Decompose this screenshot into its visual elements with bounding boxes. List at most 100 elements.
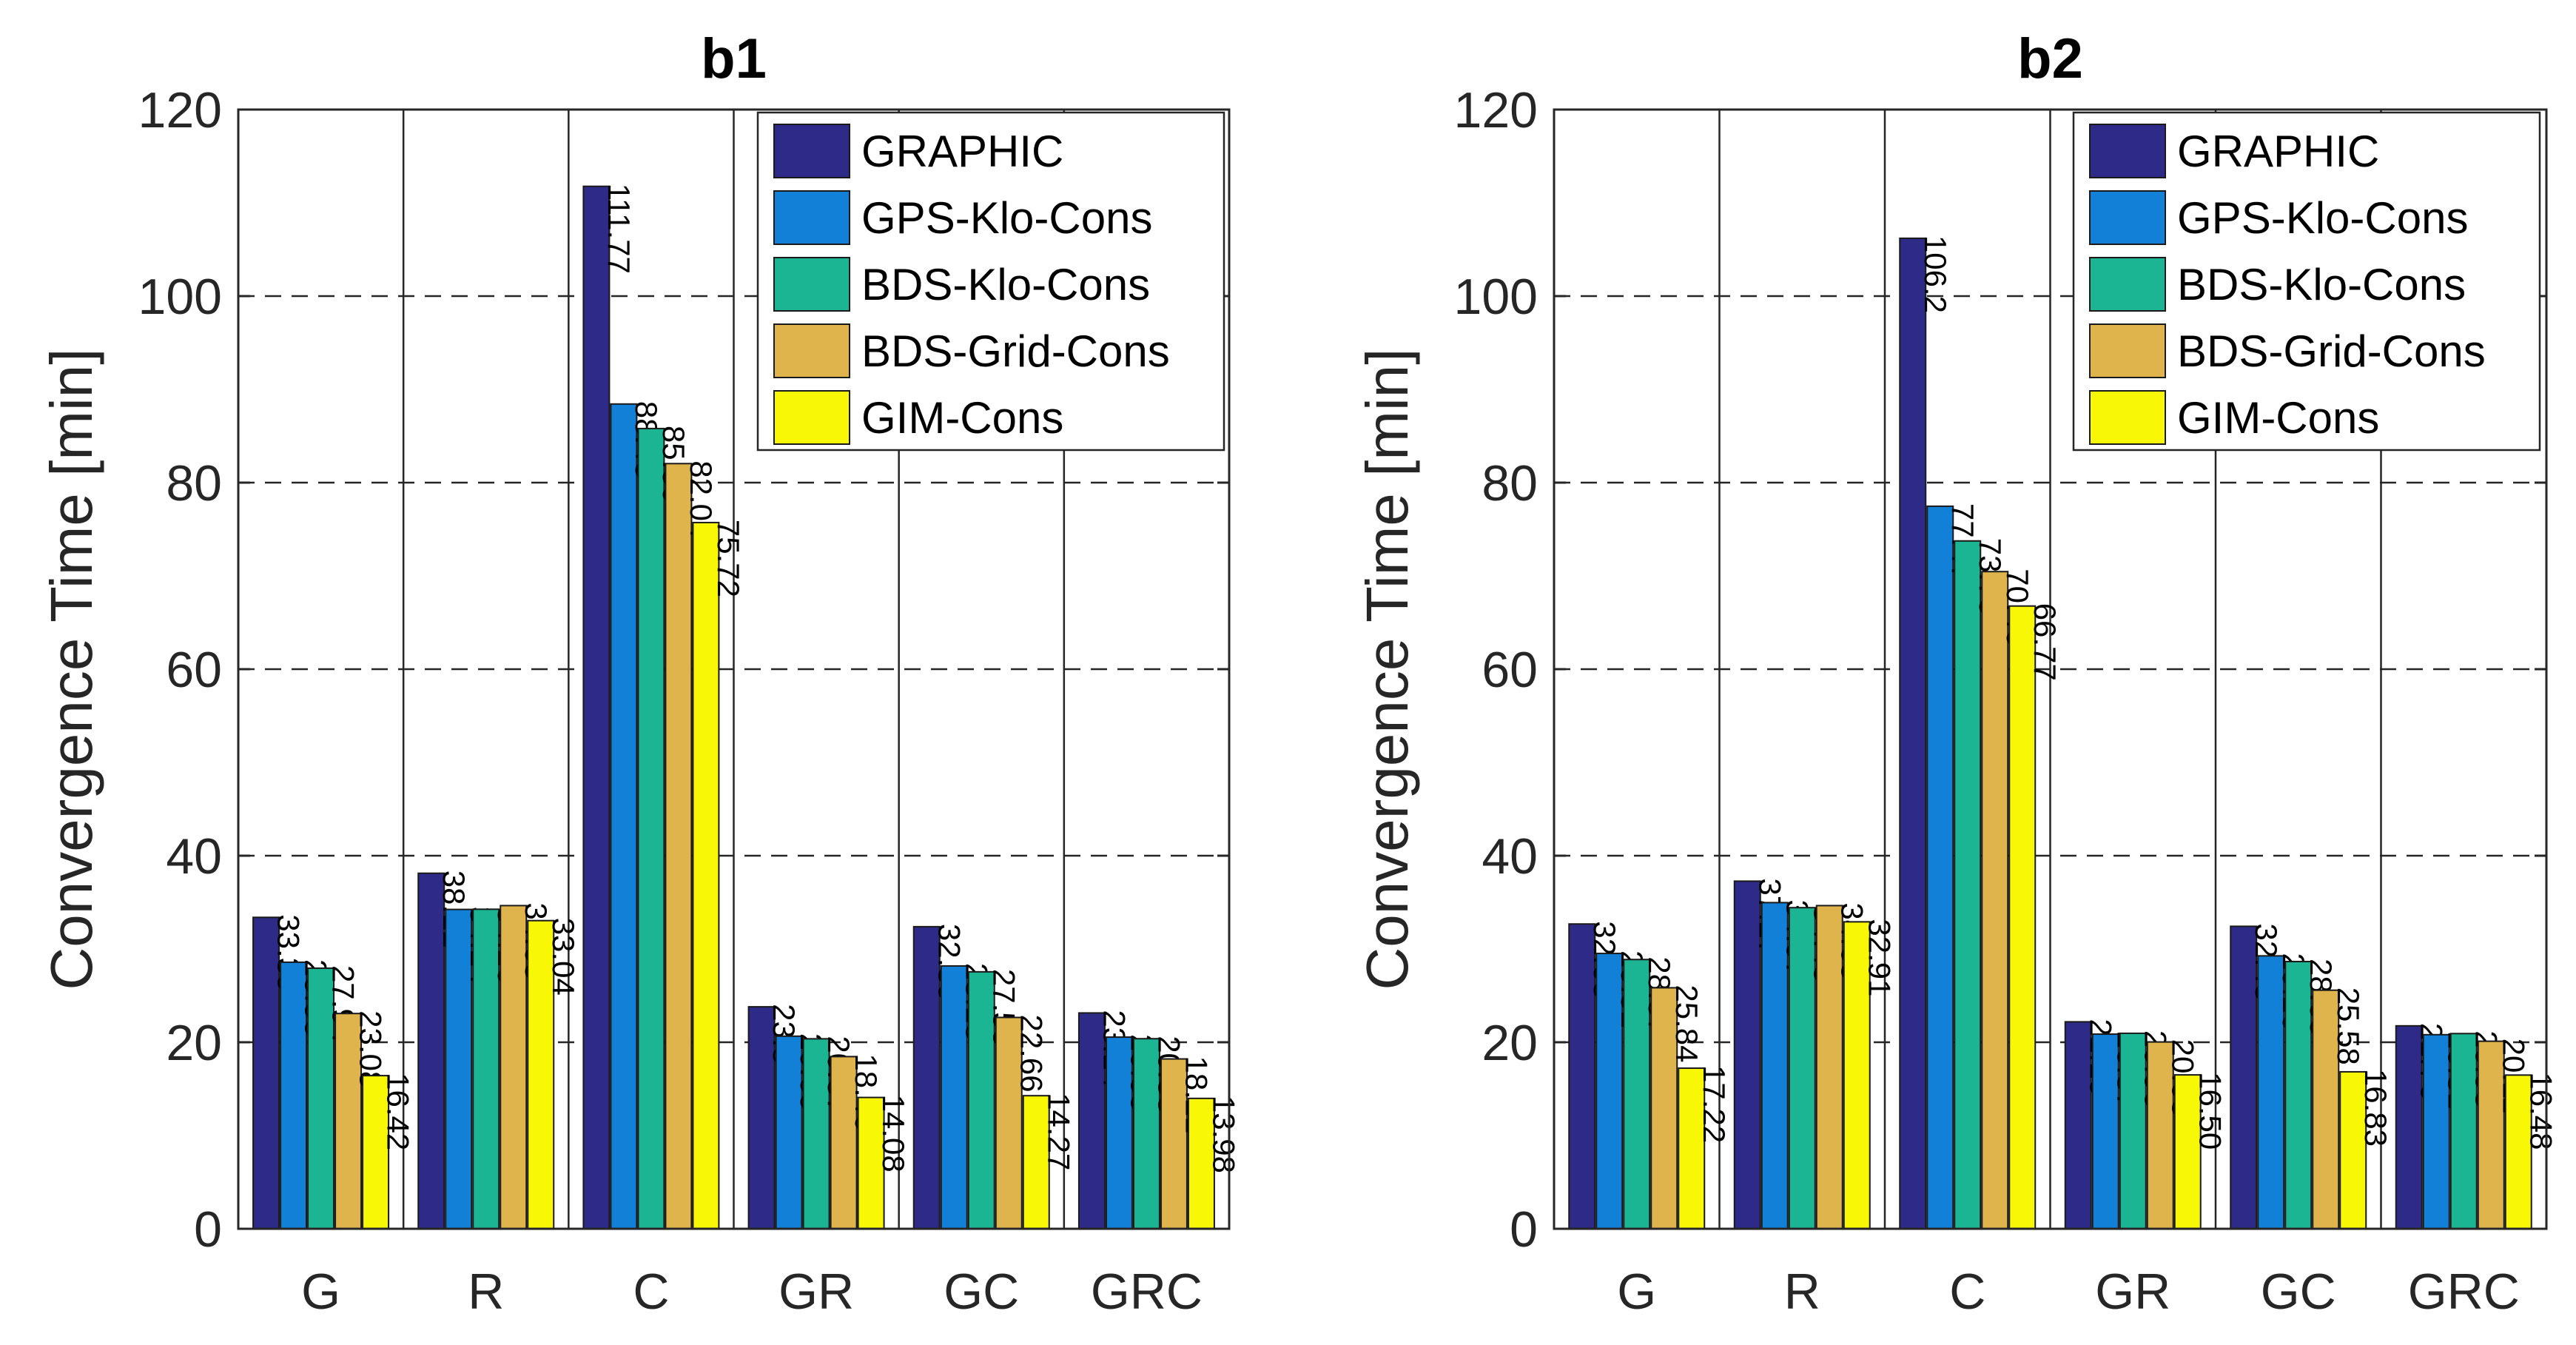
legend-swatch (2089, 390, 2166, 445)
bar (995, 1016, 1023, 1230)
data-label: 16.42 (381, 1073, 416, 1150)
x-tick-label: C (633, 1264, 669, 1320)
bar (1022, 1095, 1050, 1230)
bar (1954, 540, 1982, 1230)
y-tick-label: 80 (1482, 455, 1538, 511)
bar (2257, 955, 2285, 1230)
x-tick-label: GRC (2408, 1264, 2520, 1320)
bar (1733, 880, 1761, 1230)
legend-label: BDS-Klo-Cons (2177, 260, 2466, 309)
y-axis-label: Convergence Time [min] (1354, 348, 1420, 990)
x-tick-label: G (301, 1264, 340, 1320)
x-tick-label: GR (778, 1264, 854, 1320)
bar (334, 1013, 363, 1230)
bar (2422, 1033, 2450, 1230)
bar (1843, 921, 1871, 1230)
legend-swatch (2089, 190, 2166, 245)
x-tick-label: GRC (1091, 1264, 1203, 1320)
legend-label: GPS-Klo-Cons (861, 193, 1152, 243)
bar (692, 521, 720, 1230)
bar (1187, 1097, 1215, 1230)
legend-swatch (2089, 323, 2166, 378)
y-tick-label: 40 (1482, 828, 1538, 885)
bar (1899, 237, 1927, 1230)
bar (417, 872, 445, 1230)
x-tick-label: G (1617, 1264, 1656, 1320)
bar (1815, 905, 1843, 1230)
bar (2284, 961, 2313, 1230)
bar (1761, 902, 1789, 1230)
bar (2119, 1032, 2147, 1230)
legend-swatch (2089, 124, 2166, 178)
bar (2339, 1070, 2367, 1230)
bar (2091, 1033, 2119, 1230)
y-tick-label: 20 (166, 1015, 222, 1071)
bar (362, 1075, 390, 1230)
bar (307, 967, 335, 1230)
legend-label: GIM-Cons (861, 393, 1063, 443)
bar (1623, 959, 1651, 1230)
x-tick-label: R (1784, 1264, 1820, 1320)
bar (2173, 1074, 2202, 1230)
y-tick-label: 40 (166, 828, 222, 885)
data-label: 75.72 (711, 520, 746, 597)
data-label: 14.27 (1041, 1093, 1076, 1170)
y-tick-label: 120 (1454, 82, 1538, 138)
bar (2064, 1021, 2092, 1230)
legend-swatch (773, 190, 850, 245)
chart-panel-b2: b232.6829.5228.8725.8417.22G37.2734.9734… (1354, 27, 2558, 1320)
legend-swatch (773, 390, 850, 445)
data-label: 25.58 (2331, 987, 2366, 1065)
data-label: 33.04 (546, 918, 581, 996)
legend-label: BDS-Grid-Cons (861, 326, 1170, 376)
legend-swatch (773, 323, 850, 378)
bar (472, 908, 500, 1230)
y-tick-label: 100 (138, 269, 222, 325)
bar (2008, 605, 2037, 1230)
legend-label: GPS-Klo-Cons (2177, 193, 2468, 243)
bar (527, 919, 555, 1230)
legend-label: BDS-Klo-Cons (861, 260, 1150, 309)
legend-label: GRAPHIC (861, 127, 1063, 176)
bar (2449, 1033, 2478, 1230)
bar (2230, 925, 2258, 1230)
y-tick-label: 60 (1482, 642, 1538, 698)
x-tick-label: GC (944, 1264, 1019, 1320)
data-label: 16.50 (2193, 1072, 2227, 1150)
legend-label: BDS-Grid-Cons (2177, 326, 2486, 376)
y-tick-label: 0 (194, 1201, 222, 1258)
bar (610, 403, 638, 1230)
data-label: 22.66 (1014, 1014, 1049, 1092)
chart-title: b1 (701, 27, 767, 90)
legend-label: GRAPHIC (2177, 127, 2379, 176)
data-label: 25.84 (1669, 985, 1704, 1062)
bar (280, 961, 308, 1230)
legend-swatch (773, 257, 850, 312)
bar (802, 1038, 830, 1230)
bar (1926, 505, 1954, 1230)
y-tick-label: 100 (1454, 269, 1538, 325)
legend-swatch (773, 124, 850, 178)
bar (637, 427, 665, 1230)
bar (665, 463, 693, 1230)
bar (1981, 571, 2009, 1230)
bar (940, 965, 968, 1230)
y-tick-label: 80 (166, 455, 222, 511)
bar (2146, 1041, 2174, 1230)
y-tick-label: 0 (1510, 1201, 1538, 1258)
y-tick-label: 60 (166, 642, 222, 698)
legend-swatch (2089, 257, 2166, 312)
bar (1788, 907, 1816, 1230)
data-label: 106.2 (1918, 235, 1953, 313)
data-label: 13.98 (1206, 1096, 1241, 1173)
data-label: 14.08 (876, 1095, 911, 1173)
bar (857, 1096, 885, 1230)
bar (2312, 989, 2340, 1230)
data-label: 111.77 (602, 184, 636, 274)
bar (1650, 987, 1678, 1230)
bar (1595, 953, 1624, 1230)
y-tick-label: 120 (138, 82, 222, 138)
x-tick-label: R (468, 1264, 504, 1320)
bar (2477, 1040, 2505, 1230)
data-label: 32.91 (1862, 919, 1897, 996)
